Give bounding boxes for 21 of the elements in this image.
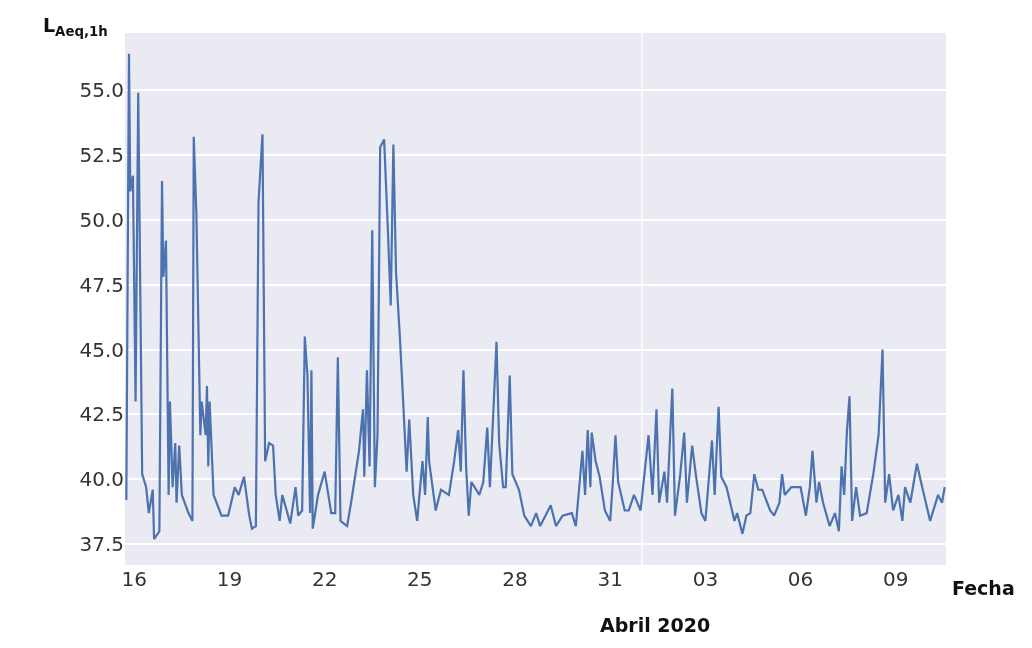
x-tick-label: 25 (407, 567, 433, 591)
y-tick-label: 50.0 (79, 207, 124, 232)
y-axis-title: L$_{Aeq,1h}$ (43, 14, 108, 39)
x-tick-label: 19 (216, 567, 243, 591)
text: Abril 2020 (600, 614, 711, 636)
x-tick-label: 31 (597, 567, 623, 591)
x-tick-label: 28 (502, 567, 528, 591)
y-tick-label: 47.5 (79, 272, 124, 297)
x-tick-label: 03 (692, 567, 719, 591)
y-tick-label: 55.0 (79, 78, 124, 103)
y-tick-label: 42.5 (79, 402, 124, 427)
y-tick-label: 45.0 (79, 337, 124, 362)
y-tick-label: 52.5 (79, 142, 124, 167)
y-tick-label: 40.0 (79, 467, 124, 492)
x-tick-label: 22 (311, 567, 338, 591)
line-series (125, 52, 946, 541)
x-tick-label: 16 (121, 567, 147, 591)
x-tick-label: 06 (787, 567, 814, 591)
x-tick-label: 09 (883, 567, 909, 591)
x-axis-title: Fecha (952, 577, 1015, 599)
y-tick-label: 37.5 (79, 532, 124, 557)
